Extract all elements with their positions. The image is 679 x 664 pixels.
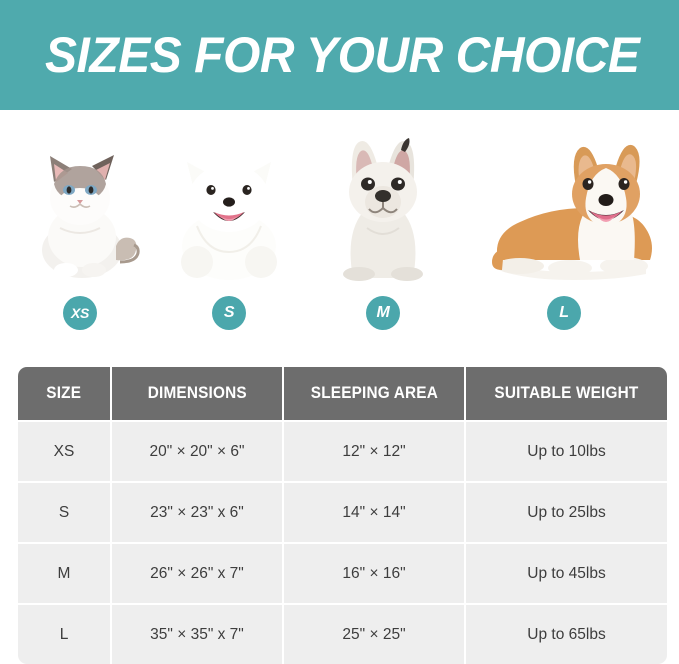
column-header-suitable-weight: SUITABLE WEIGHT bbox=[464, 367, 667, 420]
table-row: L 35" × 35" x 7" 25" × 25" Up to 65lbs bbox=[18, 603, 667, 664]
cell-dimensions: 26" × 26" x 7" bbox=[110, 542, 282, 603]
cell-sleeping-area: 25" × 25" bbox=[282, 603, 464, 664]
size-option-l[interactable]: L bbox=[470, 110, 670, 340]
column-header-size: SIZE bbox=[18, 367, 110, 420]
french-bulldog-icon bbox=[298, 132, 468, 282]
cell-size: XS bbox=[18, 420, 110, 481]
cell-size: L bbox=[18, 603, 110, 664]
size-option-m[interactable]: M bbox=[298, 110, 468, 340]
size-badge-m[interactable]: M bbox=[366, 296, 400, 330]
size-illustrations-row: XS S bbox=[0, 110, 679, 340]
size-table: SIZE DIMENSIONS SLEEPING AREA SUITABLE W… bbox=[18, 367, 667, 664]
cell-sleeping-area: 16" × 16" bbox=[282, 542, 464, 603]
cell-dimensions: 23" × 23" x 6" bbox=[110, 481, 282, 542]
size-badge-s[interactable]: S bbox=[212, 296, 246, 330]
column-header-sleeping-area: SLEEPING AREA bbox=[282, 367, 464, 420]
cell-weight: Up to 65lbs bbox=[464, 603, 667, 664]
table-header-row: SIZE DIMENSIONS SLEEPING AREA SUITABLE W… bbox=[18, 367, 667, 420]
size-badge-l[interactable]: L bbox=[547, 296, 581, 330]
cell-weight: Up to 25lbs bbox=[464, 481, 667, 542]
cell-dimensions: 35" × 35" x 7" bbox=[110, 603, 282, 664]
table-row: M 26" × 26" x 7" 16" × 16" Up to 45lbs bbox=[18, 542, 667, 603]
cell-dimensions: 20" × 20" × 6" bbox=[110, 420, 282, 481]
cell-size: M bbox=[18, 542, 110, 603]
size-option-xs[interactable]: XS bbox=[0, 110, 165, 340]
table-row: S 23" × 23" x 6" 14" × 14" Up to 25lbs bbox=[18, 481, 667, 542]
page-title: SIZES FOR YOUR CHOICE bbox=[45, 27, 640, 83]
table-row: XS 20" × 20" × 6" 12" × 12" Up to 10lbs bbox=[18, 420, 667, 481]
corgi-dog-icon bbox=[470, 132, 670, 282]
size-option-s[interactable]: S bbox=[144, 110, 314, 340]
cell-weight: Up to 45lbs bbox=[464, 542, 667, 603]
cell-weight: Up to 10lbs bbox=[464, 420, 667, 481]
size-table-container: SIZE DIMENSIONS SLEEPING AREA SUITABLE W… bbox=[18, 367, 667, 664]
pomeranian-dog-icon bbox=[144, 132, 314, 282]
size-badge-xs[interactable]: XS bbox=[63, 296, 97, 330]
column-header-dimensions: DIMENSIONS bbox=[110, 367, 282, 420]
header-banner: SIZES FOR YOUR CHOICE bbox=[0, 0, 679, 110]
cell-sleeping-area: 14" × 14" bbox=[282, 481, 464, 542]
cell-sleeping-area: 12" × 12" bbox=[282, 420, 464, 481]
ragdoll-cat-icon bbox=[0, 132, 165, 282]
cell-size: S bbox=[18, 481, 110, 542]
